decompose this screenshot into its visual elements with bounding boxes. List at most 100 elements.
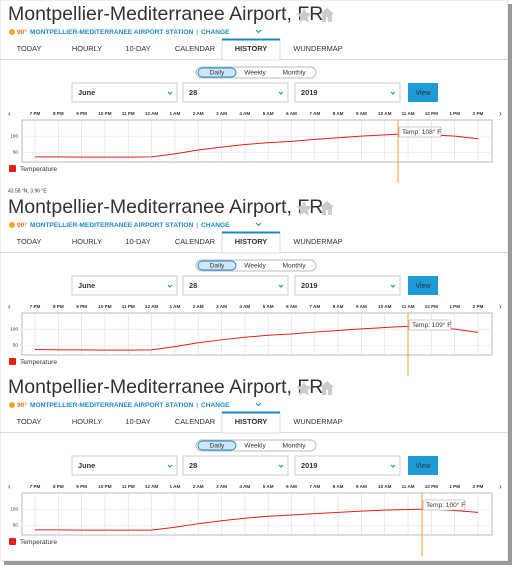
period[interactable]: Weekly xyxy=(244,70,266,77)
select-year[interactable] xyxy=(294,455,401,476)
next-arrow[interactable]: › xyxy=(499,482,502,491)
title: Montpellier-Mediterranee Airport, FR xyxy=(8,3,323,25)
x-tick-label: 9 PM xyxy=(76,484,87,489)
station-line: 90° MONTPELLIER-MEDITERRANEE AIRPORT STAT… xyxy=(17,221,230,229)
tab[interactable]: 10-DAY xyxy=(125,417,150,426)
star-icon[interactable] xyxy=(296,381,312,396)
select-year-text: 2019 xyxy=(301,461,317,470)
select-month[interactable] xyxy=(71,275,178,296)
x-tick-label: 7 PM xyxy=(30,484,41,489)
select-year[interactable] xyxy=(294,275,401,296)
y-tick-label: 100 xyxy=(10,326,18,331)
prev-arrow[interactable]: ‹ xyxy=(8,109,11,118)
x-tick-label: 10 AM xyxy=(378,111,392,116)
x-tick-label: 4 AM xyxy=(239,111,250,116)
view-button-text[interactable]: View xyxy=(415,463,431,470)
star-icon[interactable] xyxy=(296,8,312,23)
period[interactable]: Daily xyxy=(210,263,225,270)
station-station: MONTPELLIER-MEDITERRANEE AIRPORT STATION xyxy=(30,29,193,36)
tab[interactable]: TODAY xyxy=(17,417,42,426)
x-tick-label: 7 AM xyxy=(309,304,320,309)
view-button-text[interactable]: View xyxy=(415,90,431,97)
period[interactable]: Weekly xyxy=(244,263,266,270)
station-change[interactable]: CHANGE xyxy=(201,222,230,229)
tab[interactable]: CALENDAR xyxy=(175,417,215,426)
x-tick-label: 4 AM xyxy=(239,484,250,489)
period[interactable]: Monthly xyxy=(282,263,306,270)
x-tick-label: 12 AM xyxy=(145,484,159,489)
view-button[interactable] xyxy=(408,83,438,102)
tab[interactable]: WUNDERMAP xyxy=(293,417,342,426)
x-tick-label: 11 PM xyxy=(122,111,135,116)
prev-arrow[interactable]: ‹ xyxy=(8,302,11,311)
x-tick-label: 11 PM xyxy=(122,484,135,489)
select-day[interactable] xyxy=(182,82,289,103)
tab[interactable]: CALENDAR xyxy=(175,237,215,246)
select-day-text: 28 xyxy=(189,281,197,290)
tab[interactable]: TODAY xyxy=(17,237,42,246)
tab[interactable]: HOURLY xyxy=(72,44,102,53)
next-arrow[interactable]: › xyxy=(499,302,502,311)
tab[interactable]: 10-DAY xyxy=(125,237,150,246)
select-year-text: 2019 xyxy=(301,281,317,290)
x-tick-label: 1 AM xyxy=(169,111,180,116)
tab[interactable]: CALENDAR xyxy=(175,44,215,53)
tab[interactable]: TODAY xyxy=(17,44,42,53)
view-button[interactable] xyxy=(408,276,438,295)
prev-arrow[interactable]: ‹ xyxy=(8,482,11,491)
home-icon[interactable] xyxy=(320,381,334,395)
period[interactable]: Monthly xyxy=(282,443,306,450)
station-separator: | xyxy=(196,29,198,36)
tab[interactable]: HISTORY xyxy=(235,44,268,53)
tab[interactable]: HOURLY xyxy=(72,237,102,246)
select-day[interactable] xyxy=(182,275,289,296)
select-caret xyxy=(278,91,284,95)
legend-swatch xyxy=(9,165,16,172)
y-tick-label: 50 xyxy=(13,343,19,348)
tab[interactable]: HISTORY xyxy=(235,237,268,246)
x-tick-label: 11 PM xyxy=(122,304,135,309)
x-tick-label: 4 AM xyxy=(239,304,250,309)
tooltip-text: Temp: 100° F xyxy=(426,501,465,509)
home-icon[interactable] xyxy=(320,201,334,215)
select-month[interactable] xyxy=(71,82,178,103)
select-caret xyxy=(167,464,173,468)
station-change[interactable]: CHANGE xyxy=(201,29,230,36)
x-tick-label: 8 AM xyxy=(333,304,344,309)
view-button[interactable] xyxy=(408,456,438,475)
select-caret xyxy=(167,91,173,95)
station-change[interactable]: CHANGE xyxy=(201,402,230,409)
shadow xyxy=(4,561,512,565)
select-day[interactable] xyxy=(182,455,289,476)
select-month[interactable] xyxy=(71,455,178,476)
view-button-text[interactable]: View xyxy=(415,283,431,290)
period[interactable]: Daily xyxy=(210,443,225,450)
station-station: MONTPELLIER-MEDITERRANEE AIRPORT STATION xyxy=(30,222,193,229)
temperature-line xyxy=(34,325,479,351)
shadow xyxy=(508,4,512,563)
period[interactable]: Daily xyxy=(210,70,225,77)
tab[interactable]: WUNDERMAP xyxy=(293,44,342,53)
tab[interactable]: WUNDERMAP xyxy=(293,237,342,246)
coordinates: 43.58 °N, 3.96 °E xyxy=(8,188,47,194)
period[interactable]: Weekly xyxy=(244,443,266,450)
x-tick-label: 6 AM xyxy=(286,304,297,309)
period-active xyxy=(197,67,237,78)
star-icon[interactable] xyxy=(296,201,312,216)
tab[interactable]: HISTORY xyxy=(235,417,268,426)
station-station: MONTPELLIER-MEDITERRANEE AIRPORT STATION xyxy=(30,402,193,409)
x-tick-label: 1 AM xyxy=(169,304,180,309)
tab[interactable]: 10-DAY xyxy=(125,44,150,53)
station-line: 90° MONTPELLIER-MEDITERRANEE AIRPORT STAT… xyxy=(17,28,230,36)
x-tick-label: 6 AM xyxy=(286,111,297,116)
tooltip-text: Temp: 109° F xyxy=(412,321,451,329)
select-year[interactable] xyxy=(294,82,401,103)
home-icon[interactable] xyxy=(320,8,334,22)
period[interactable]: Monthly xyxy=(282,70,306,77)
x-tick-label: 10 PM xyxy=(98,484,111,489)
tab[interactable]: HOURLY xyxy=(72,417,102,426)
tooltip-text: Temp: 108° F xyxy=(402,128,441,136)
next-arrow[interactable]: › xyxy=(499,109,502,118)
